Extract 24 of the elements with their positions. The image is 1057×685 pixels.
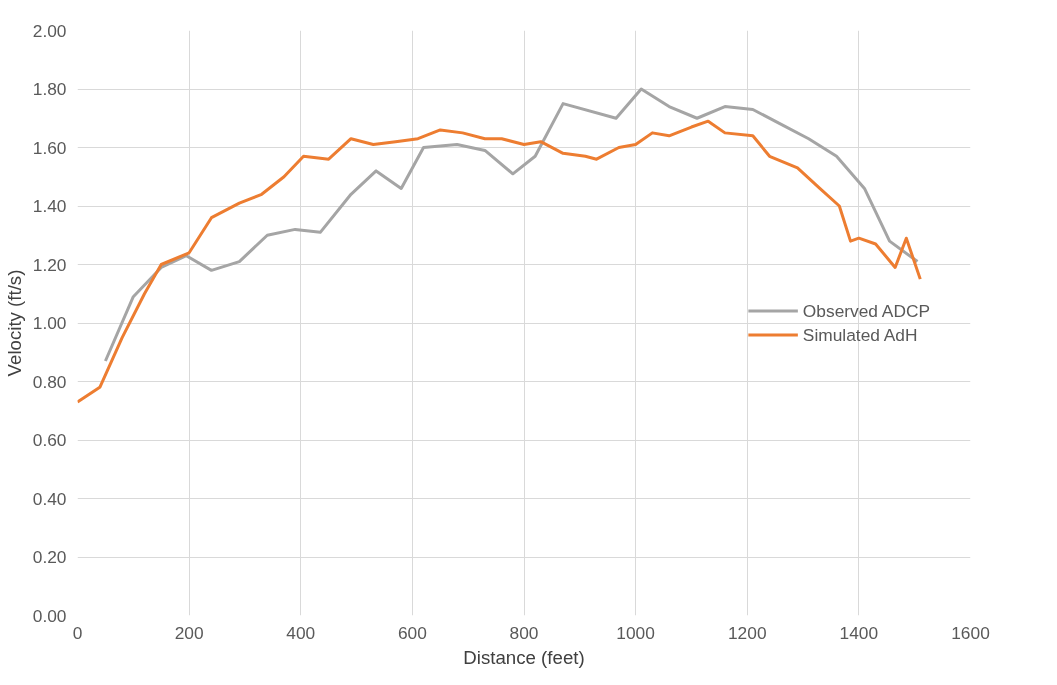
x-tick-label: 1400 (839, 622, 879, 643)
y-tick-label: 1.60 (32, 137, 67, 158)
x-tick-label: 0 (72, 622, 83, 643)
x-tick-label: 400 (286, 622, 316, 643)
y-tick-label: 0.00 (32, 605, 67, 626)
y-tick-label: 0.20 (32, 547, 67, 567)
x-tick-label: 1000 (616, 622, 655, 643)
y-tick-label: 0.60 (32, 430, 67, 450)
y-tick-label: 0.80 (32, 371, 67, 392)
y-axis-title: Velocity (ft/s) (3, 269, 25, 377)
y-tick-label: 2.00 (32, 20, 67, 41)
legend-label: Observed ADCP (802, 300, 930, 321)
y-tick-label: 1.20 (32, 254, 67, 275)
x-tick-label: 200 (174, 622, 204, 643)
y-tick-label: 1.00 (32, 313, 67, 333)
x-tick-label: 800 (509, 622, 539, 643)
y-tick-label: 0.40 (32, 488, 67, 509)
legend-label: Simulated AdH (802, 324, 918, 345)
x-axis-title: Distance (feet) (463, 646, 585, 668)
x-tick-label: 1600 (951, 622, 990, 643)
x-tick-label: 600 (397, 622, 427, 643)
y-tick-label: 1.80 (32, 79, 67, 99)
y-tick-label: 1.40 (32, 196, 67, 216)
x-tick-label: 1200 (727, 622, 767, 643)
